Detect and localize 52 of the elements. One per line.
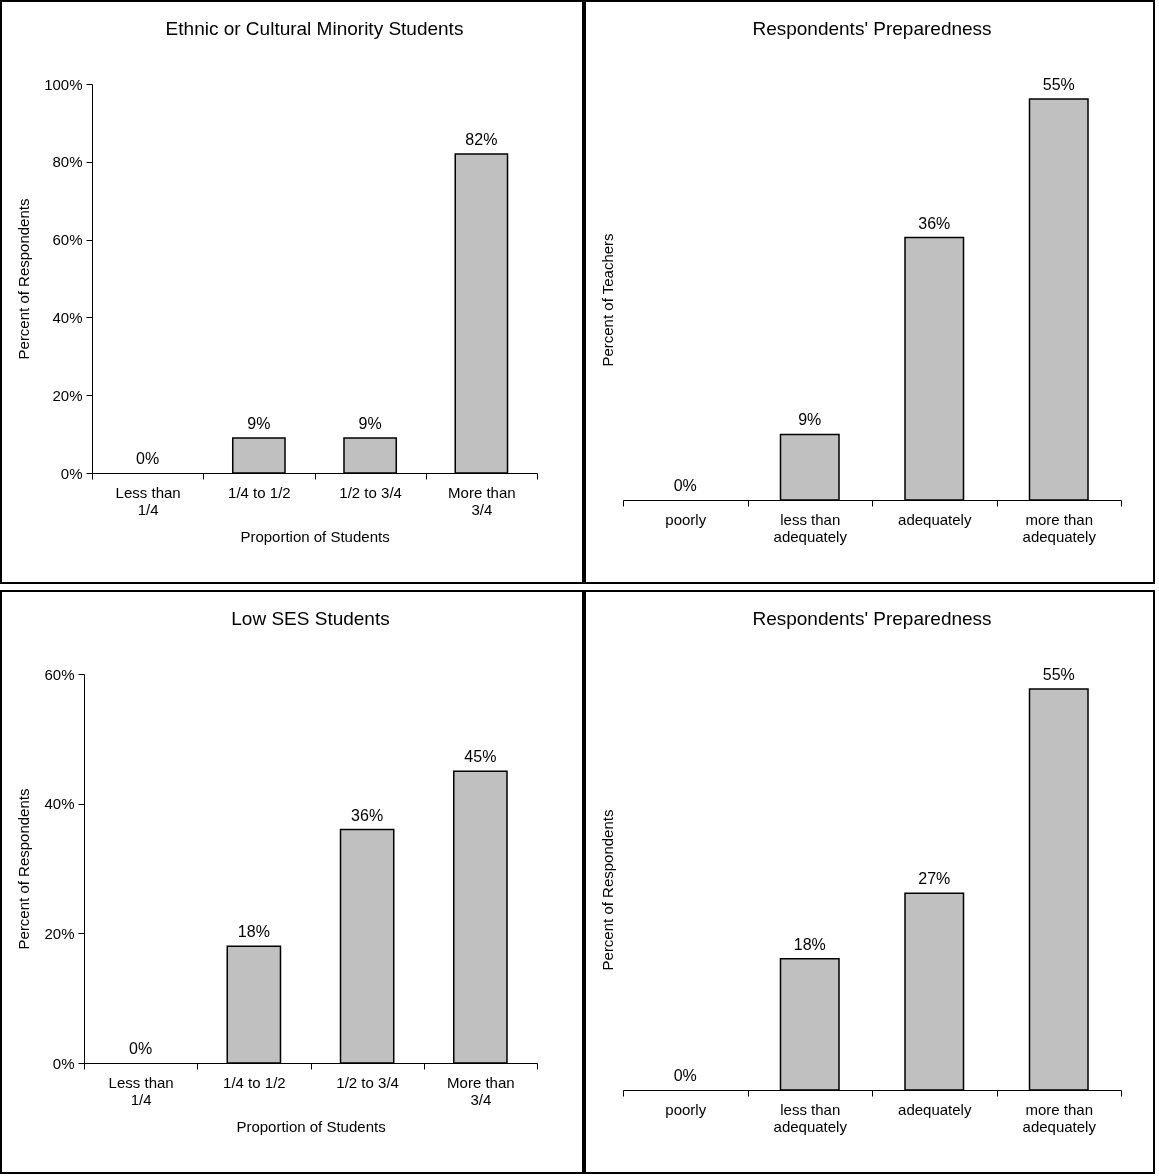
data-label: 0% [136, 450, 160, 467]
data-label: 55% [1042, 666, 1075, 683]
y-tick-label: 80% [52, 153, 83, 171]
x-tick-label: 1/4 to 1/2 [223, 1073, 286, 1091]
data-label: 36% [351, 806, 384, 824]
y-axis-title: Percent of Respondents [15, 198, 33, 360]
x-tick-label: Less than 1/4 [115, 483, 181, 518]
x-tick-label: more than adequately [1022, 510, 1097, 545]
x-tick-label: adequately [898, 510, 972, 528]
data-label: 9% [798, 411, 822, 429]
y-axis-title: Percent of Teachers [598, 233, 616, 367]
chart-title: Low SES Students [231, 608, 390, 629]
data-label: 0% [673, 477, 697, 494]
data-label: 82% [465, 131, 498, 149]
data-label: 0% [673, 1067, 697, 1084]
y-tick-label: 20% [44, 924, 75, 942]
x-tick-label: More than 3/4 [447, 1073, 515, 1108]
y-tick-label: 0% [52, 1054, 75, 1072]
data-label: 45% [464, 748, 497, 766]
x-axis-title: Proportion of Students [240, 527, 390, 545]
x-tick-label: less than adequately [773, 1100, 848, 1135]
data-label: 36% [918, 214, 951, 232]
x-axis-title: Proportion of Students [236, 1117, 386, 1135]
x-tick-label: poorly [665, 510, 707, 528]
chart-title: Respondents' Preparedness [752, 18, 992, 39]
x-tick-label: 1/2 to 3/4 [339, 483, 402, 501]
chart-title: Respondents' Preparedness [752, 608, 992, 629]
data-label: 27% [918, 870, 951, 888]
x-tick-label: poorly [665, 1100, 707, 1118]
y-tick-label: 40% [52, 308, 83, 326]
y-tick-label: 60% [52, 231, 83, 249]
x-tick-label: more than adequately [1022, 1100, 1097, 1135]
y-axis-title: Percent of Respondents [15, 788, 33, 950]
data-label: 9% [247, 414, 271, 432]
x-tick-label: Less than 1/4 [108, 1073, 174, 1108]
data-label: 0% [129, 1040, 153, 1057]
y-tick-label: 40% [44, 795, 75, 813]
x-tick-label: More than 3/4 [448, 483, 516, 518]
y-tick-label: 20% [52, 386, 83, 404]
data-label: 55% [1042, 76, 1075, 93]
data-label: 9% [358, 414, 382, 432]
y-tick-label: 100% [44, 75, 83, 93]
x-tick-label: 1/4 to 1/2 [228, 483, 291, 501]
y-tick-label: 0% [60, 464, 83, 482]
x-tick-label: less than adequately [773, 510, 848, 545]
chart-title: Ethnic or Cultural Minority Students [165, 18, 464, 39]
x-tick-label: adequately [898, 1100, 972, 1118]
data-label: 18% [793, 935, 826, 953]
y-tick-label: 60% [44, 665, 75, 683]
data-label: 18% [237, 923, 270, 941]
x-tick-label: 1/2 to 3/4 [336, 1073, 399, 1091]
y-axis-title: Percent of Respondents [598, 809, 616, 971]
